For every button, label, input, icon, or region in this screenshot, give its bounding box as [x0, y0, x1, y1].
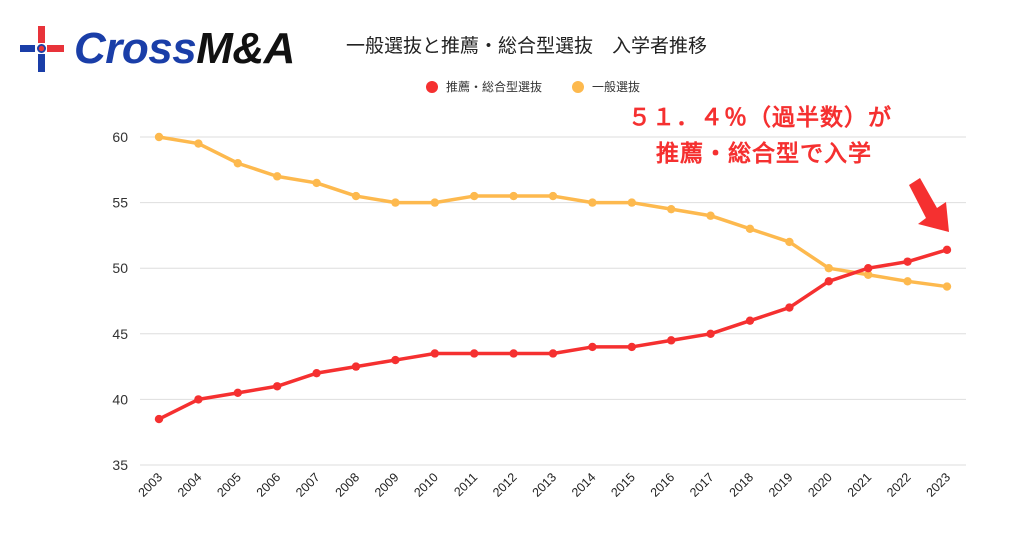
data-point[interactable]: [548, 349, 558, 358]
legend-label-suisen: 推薦・総合型選抜: [446, 80, 543, 94]
data-point[interactable]: [194, 139, 203, 148]
legend-label-ippan: 一般選抜: [592, 80, 641, 94]
x-tick-label: 2011: [451, 470, 480, 499]
y-tick-label: 40: [112, 391, 128, 407]
data-point[interactable]: [864, 264, 873, 273]
data-point[interactable]: [509, 191, 518, 201]
x-tick-label: 2017: [687, 470, 717, 500]
y-tick-label: 35: [112, 457, 128, 473]
y-tick-label: 55: [112, 195, 128, 211]
x-tick-label: 2020: [805, 470, 835, 500]
data-point[interactable]: [903, 257, 912, 266]
brand-logo: CrossM&A: [20, 26, 295, 72]
data-point[interactable]: [942, 245, 952, 255]
x-tick-label: 2023: [924, 470, 954, 500]
data-point[interactable]: [627, 198, 636, 207]
series-suisen: [154, 245, 952, 424]
data-point[interactable]: [351, 191, 361, 201]
data-point[interactable]: [233, 388, 242, 398]
x-tick-label: 2016: [648, 470, 678, 500]
x-tick-label: 2013: [530, 470, 560, 500]
x-tick-label: 2005: [214, 470, 244, 500]
data-point[interactable]: [864, 270, 873, 279]
legend-swatch-ippan: [572, 80, 585, 93]
brand-wordmark-part1: Cross: [74, 24, 197, 73]
series-ippan: [154, 132, 952, 291]
y-tick-label: 50: [112, 260, 128, 276]
chart-title: 一般選抜と推薦・総合型選抜 入学者推移: [346, 35, 708, 57]
series-line: [157, 248, 949, 421]
cross-plus-icon: [20, 26, 64, 72]
data-point[interactable]: [785, 303, 794, 312]
data-point[interactable]: [154, 132, 164, 142]
data-point[interactable]: [273, 172, 282, 181]
data-point[interactable]: [903, 277, 912, 286]
x-tick-label: 2004: [175, 470, 205, 500]
data-point[interactable]: [430, 198, 439, 207]
x-tick-label: 2008: [333, 470, 363, 500]
data-point[interactable]: [430, 349, 439, 358]
x-tick-label: 2018: [727, 470, 757, 500]
brand-wordmark-part2: M&A: [196, 24, 295, 73]
brand-wordmark: CrossM&A: [74, 26, 295, 72]
x-tick-label: 2010: [411, 470, 441, 500]
data-point[interactable]: [194, 395, 203, 404]
series-lines: [154, 132, 952, 424]
gridlines: [140, 136, 966, 466]
x-tick-label: 2003: [136, 470, 166, 500]
x-tick-label: 2022: [884, 470, 914, 500]
y-tick-label: 45: [112, 326, 128, 342]
annotation-line-2: 推薦・総合型で入学: [656, 141, 872, 167]
data-point[interactable]: [588, 342, 597, 352]
data-point[interactable]: [154, 414, 164, 424]
data-point[interactable]: [627, 342, 636, 352]
data-point[interactable]: [785, 237, 794, 247]
data-point[interactable]: [706, 329, 715, 338]
data-point[interactable]: [745, 316, 755, 325]
data-point[interactable]: [470, 349, 479, 358]
x-tick-label: 2007: [293, 470, 323, 500]
x-tick-label: 2006: [254, 470, 284, 500]
legend-item-ippan[interactable]: 一般選抜: [572, 78, 640, 95]
data-point[interactable]: [706, 211, 715, 220]
x-tick-label: 2021: [845, 470, 875, 500]
data-point[interactable]: [391, 355, 400, 365]
data-point[interactable]: [273, 382, 282, 391]
data-point[interactable]: [588, 198, 597, 207]
data-point[interactable]: [470, 191, 479, 201]
legend-swatch-suisen: [426, 80, 438, 93]
data-point[interactable]: [312, 368, 321, 378]
x-tick-label: 2009: [372, 470, 402, 500]
data-point[interactable]: [667, 204, 676, 214]
data-point[interactable]: [745, 224, 755, 234]
legend-item-suisen[interactable]: 推薦・総合型選抜: [426, 78, 542, 95]
x-axis-ticks: 2003 2004 2005 2006 2007 2008 2009 2010 2011 2012…: [136, 470, 954, 500]
x-tick-label: 2014: [569, 470, 599, 500]
arrow-down-right-icon: [909, 178, 949, 232]
data-point[interactable]: [351, 362, 361, 371]
x-tick-label: 2019: [766, 470, 796, 500]
y-axis-ticks: 35 40 45 50 55 60: [112, 129, 128, 473]
data-point[interactable]: [824, 277, 833, 286]
data-point[interactable]: [824, 264, 833, 273]
data-point[interactable]: [942, 282, 952, 291]
chart-legend: 推薦・総合型選抜 一般選抜: [426, 78, 670, 95]
data-point[interactable]: [509, 349, 518, 358]
x-tick-label: 2012: [490, 470, 520, 500]
data-point[interactable]: [391, 198, 400, 207]
data-point[interactable]: [548, 191, 558, 201]
data-point[interactable]: [312, 178, 321, 188]
y-tick-label: 60: [112, 129, 128, 145]
data-point[interactable]: [667, 336, 676, 345]
annotation-line-1: ５１．４％（過半数）が: [628, 105, 892, 131]
x-tick-label: 2015: [608, 470, 638, 500]
data-point[interactable]: [233, 159, 242, 168]
